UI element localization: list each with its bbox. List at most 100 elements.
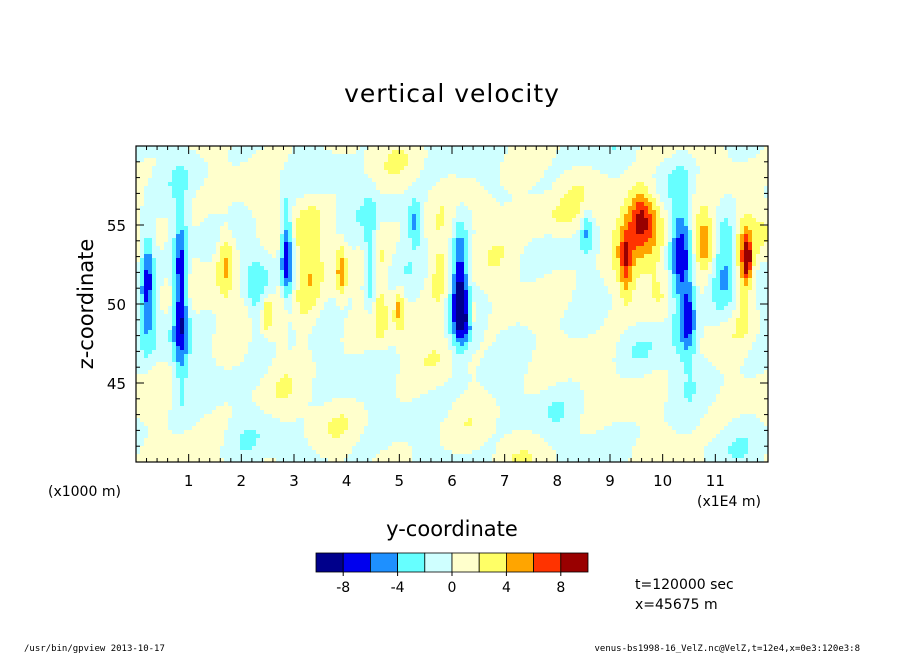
heatmap-cell — [220, 266, 225, 271]
heatmap-cell — [764, 178, 768, 183]
heatmap-cell — [352, 174, 357, 179]
heatmap-cell — [628, 262, 633, 267]
heatmap-cell — [160, 270, 165, 275]
heatmap-cell — [392, 170, 397, 175]
heatmap-cell — [696, 206, 701, 211]
heatmap-cell — [572, 246, 577, 251]
heatmap-cell — [456, 210, 461, 215]
heatmap-cell — [360, 238, 365, 243]
heatmap-cell — [576, 234, 581, 239]
heatmap-cell — [444, 234, 449, 239]
heatmap-cell — [628, 222, 633, 227]
heatmap-cell — [504, 146, 509, 151]
heatmap-cell — [548, 250, 553, 255]
heatmap-cell — [376, 222, 381, 227]
heatmap-cell — [136, 150, 141, 155]
heatmap-cell — [624, 234, 629, 239]
heatmap-cell — [188, 242, 193, 247]
heatmap-cell — [304, 170, 309, 175]
heatmap-cell — [488, 218, 493, 223]
heatmap-cell — [196, 182, 201, 187]
heatmap-cell — [696, 150, 701, 155]
heatmap-cell — [748, 210, 753, 215]
heatmap-cell — [368, 170, 373, 175]
heatmap-cell — [732, 262, 737, 267]
heatmap-cell — [680, 262, 685, 267]
heatmap-cell — [432, 210, 437, 215]
heatmap-cell — [628, 230, 633, 235]
heatmap-cell — [568, 222, 573, 227]
heatmap-cell — [568, 246, 573, 251]
heatmap-cell — [232, 234, 237, 239]
heatmap-cell — [540, 194, 545, 199]
heatmap-cell — [292, 186, 297, 191]
heatmap-cell — [336, 230, 341, 235]
heatmap-cell — [448, 242, 453, 247]
heatmap-cell — [708, 206, 713, 211]
heatmap-cell — [352, 258, 357, 263]
heatmap-cell — [628, 150, 633, 155]
heatmap-cell — [400, 174, 405, 179]
heatmap-cell — [304, 150, 309, 155]
heatmap-cell — [668, 170, 673, 175]
heatmap-cell — [652, 150, 657, 155]
heatmap-cell — [708, 226, 713, 231]
heatmap-cell — [320, 258, 325, 263]
heatmap-cell — [736, 258, 741, 263]
heatmap-cell — [508, 146, 513, 151]
heatmap-cell — [160, 254, 165, 259]
heatmap-cell — [356, 178, 361, 183]
heatmap-cell — [572, 198, 577, 203]
heatmap-cell — [480, 186, 485, 191]
heatmap-cell — [340, 270, 345, 275]
heatmap-cell — [256, 258, 261, 263]
heatmap-cell — [688, 258, 693, 263]
heatmap-cell — [756, 202, 761, 207]
heatmap-cell — [556, 250, 561, 255]
heatmap-cell — [320, 182, 325, 187]
heatmap-cell — [708, 190, 713, 195]
heatmap-cell — [476, 266, 481, 271]
heatmap-cell — [572, 178, 577, 183]
heatmap-cell — [232, 210, 237, 215]
heatmap-cell — [244, 150, 249, 155]
heatmap-cell — [720, 150, 725, 155]
heatmap-cell — [656, 214, 661, 219]
heatmap-cell — [748, 174, 753, 179]
heatmap-cell — [404, 230, 409, 235]
heatmap-cell — [220, 190, 225, 195]
heatmap-cell — [208, 218, 213, 223]
heatmap-cell — [668, 242, 673, 247]
heatmap-cell — [412, 250, 417, 255]
heatmap-cell — [652, 258, 657, 263]
heatmap-cell — [564, 170, 569, 175]
heatmap-cell — [164, 258, 169, 263]
heatmap-cell — [716, 206, 721, 211]
heatmap-cell — [464, 174, 469, 179]
heatmap-cell — [480, 218, 485, 223]
heatmap-cell — [532, 162, 537, 167]
heatmap-cell — [144, 210, 149, 215]
heatmap-cell — [748, 146, 753, 151]
heatmap-cell — [468, 270, 473, 275]
heatmap-cell — [620, 190, 625, 195]
heatmap-cell — [592, 170, 597, 175]
heatmap-cell — [300, 262, 305, 267]
heatmap-cell — [328, 190, 333, 195]
heatmap-cell — [312, 238, 317, 243]
heatmap-cell — [620, 230, 625, 235]
heatmap-cell — [320, 234, 325, 239]
heatmap-cell — [520, 238, 525, 243]
heatmap-cell — [340, 250, 345, 255]
heatmap-cell — [640, 262, 645, 267]
heatmap-cell — [564, 186, 569, 191]
heatmap-cell — [688, 234, 693, 239]
heatmap-cell — [648, 242, 653, 247]
heatmap-cell — [360, 270, 365, 275]
heatmap-cell — [596, 254, 601, 259]
heatmap-cell — [456, 262, 461, 267]
heatmap-cell — [240, 162, 245, 167]
heatmap-cell — [288, 154, 293, 159]
heatmap-cell — [640, 226, 645, 231]
heatmap-cell — [316, 246, 321, 251]
